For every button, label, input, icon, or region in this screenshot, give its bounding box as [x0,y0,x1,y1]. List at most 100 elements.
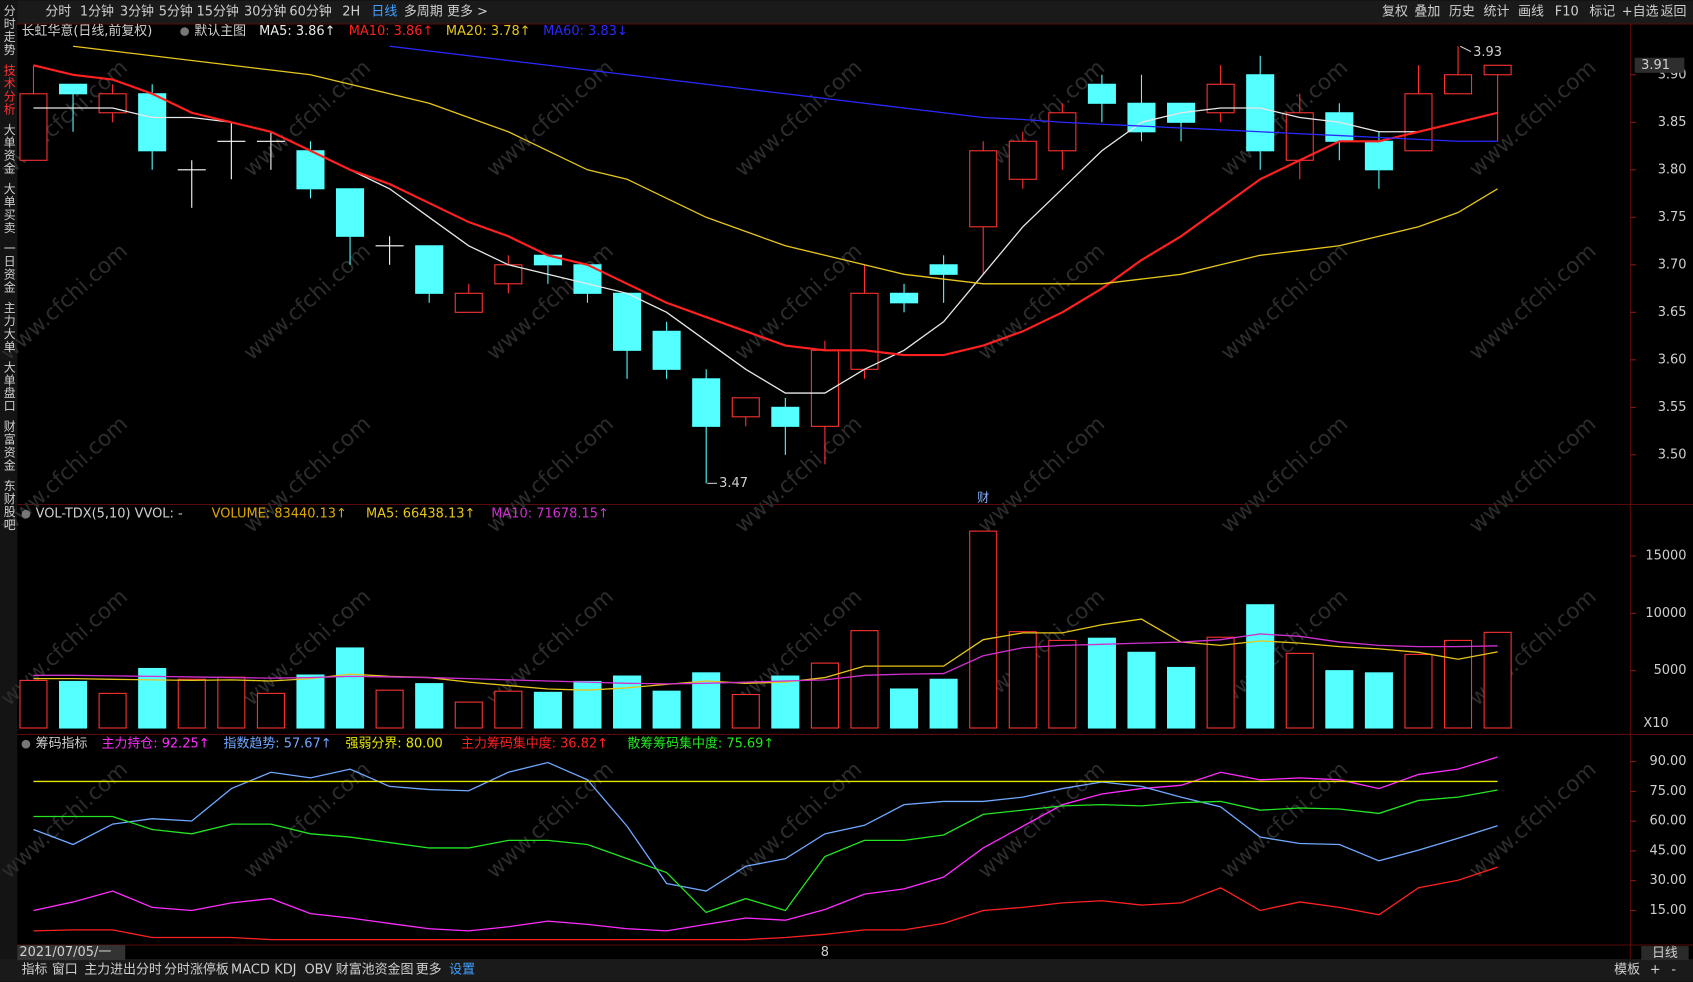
chart-title: VOL-TDX(5,10) VVOL: - [36,507,183,522]
high-label: 3.93 [1473,45,1502,60]
candle-body [19,93,48,161]
unit-label: X10 [1643,716,1668,731]
toolbar-tab[interactable]: 多周期 [404,5,443,20]
candle-body [890,292,919,304]
legend-item: MA20: 3.78↑ [446,24,531,39]
volume-bar [731,693,760,729]
y-tick-label: 30.00 [1649,873,1686,888]
volume-bar [494,690,523,729]
sidebar-tab[interactable]: 大单买卖 [2,182,16,234]
toolbar-button[interactable]: 复权 [1382,4,1408,20]
y-tick-label: 15.00 [1649,903,1686,918]
sidebar-tab[interactable]: 一日资金 [2,242,16,294]
volume-bar [177,678,206,729]
y-tick-label: 10000 [1645,606,1686,621]
volume-bar [1325,670,1354,729]
candle-body [652,330,681,370]
toolbar-tab[interactable]: 1分钟 [80,4,114,20]
sidebar-tab[interactable]: 主力大单 [2,301,16,353]
toolbar-button[interactable]: 叠加 [1414,5,1440,20]
toolbar-tab[interactable]: 2H [342,5,360,20]
volume-bar [850,630,879,729]
bottom-tab[interactable]: MACD [231,962,270,977]
volume-bar [59,680,88,729]
bottom-button[interactable]: 模板 [1614,962,1640,977]
toolbar-button[interactable]: F10 [1555,5,1579,20]
bottom-tab[interactable]: 主力进出分时 [84,962,162,977]
toolbar-button[interactable]: 历史 [1449,5,1475,20]
sidebar-tab[interactable]: 分时走势 [2,5,16,57]
bottom-tab[interactable]: 窗口 [52,961,78,977]
bottom-tab[interactable]: 分时涨停板 [164,961,229,977]
volume-bar [1048,639,1077,729]
line [33,789,1498,914]
toolbar-tab[interactable]: 更多 > [447,5,488,20]
sidebar-tab[interactable]: 东财股吧 [2,480,16,532]
candle-body [415,245,444,294]
sidebar [0,0,18,982]
line [33,756,1498,932]
toolbar-tab[interactable]: 3分钟 [120,4,154,20]
sidebar-tab[interactable]: 技术分析 [2,64,16,116]
chart-title: 长虹华意(日线,前复权) [22,23,153,39]
candle-body [1325,112,1354,142]
line [73,45,1498,285]
volume-bar [1285,652,1314,729]
bottom-button[interactable]: - [1671,962,1676,977]
toolbar-button[interactable]: 统计 [1484,5,1510,20]
toolbar-button[interactable]: 标记 [1589,5,1615,20]
toolbar-tab[interactable]: 5分钟 [159,4,193,20]
toolbar-tab[interactable]: 分时 [45,5,71,20]
volume-bar [1167,666,1196,729]
event-mark: 财 [977,491,989,505]
bottom-tab[interactable]: 指标 [22,962,48,977]
volume-bar [138,667,167,729]
toolbar-button[interactable]: +自选 [1622,5,1659,20]
volume-bar [1364,672,1393,729]
bottom-tab[interactable]: KDJ [274,962,296,977]
line [33,633,1498,685]
bottom-tab[interactable]: OBV [304,962,332,977]
sidebar-tab[interactable]: 大单盘口 [2,360,16,412]
bottom-tab[interactable]: 财富池资金图 [336,961,414,977]
bottom-tab[interactable]: 设置 [449,962,475,977]
toolbar-tab[interactable]: 30分钟 [244,4,286,20]
volume-bar [1087,637,1116,729]
sidebar-tab[interactable]: 财富资金 [2,420,16,472]
toolbar-button[interactable]: 返回 [1661,5,1687,20]
volume-bar [810,662,839,729]
chart-title: 筹码指标 [36,736,88,752]
candle-body [59,83,88,95]
candle-body [1285,112,1314,161]
bottom-button[interactable]: + [1650,962,1661,977]
sidebar-tab[interactable]: 大单资金 [2,123,16,175]
line [33,761,1498,892]
legend-item: MA60: 3.83↓ [543,24,628,39]
volume-bar [969,530,998,729]
volume-bar [1127,651,1156,729]
period-box [1641,946,1689,961]
last-price-label: 3.91 [1641,58,1670,73]
volume-bar [336,647,365,729]
last-price-box [1634,57,1685,73]
candle-body [454,292,483,313]
legend-item: 指数趋势: 57.67↑ [224,736,332,752]
toolbar-tab[interactable]: 60分钟 [289,4,331,20]
y-tick-label: 3.65 [1658,305,1687,320]
volume-bar [533,691,562,729]
toolbar-tab[interactable]: 15分钟 [197,4,239,20]
candle-body [1048,112,1077,152]
x-tick-label: 8 [821,945,829,960]
volume-bar [1404,653,1433,729]
volume-bar [415,683,444,729]
volume-bar [256,692,285,729]
toolbar-button[interactable]: 画线 [1518,5,1544,20]
y-tick-label: 3.50 [1658,447,1687,462]
volume-bar [1444,639,1473,729]
candle-body [692,378,721,427]
bottom-tab[interactable]: 更多 [416,962,442,977]
candle-body [296,150,325,190]
y-tick-label: 3.60 [1658,352,1687,367]
toolbar-tab[interactable]: 日线 [371,5,397,20]
